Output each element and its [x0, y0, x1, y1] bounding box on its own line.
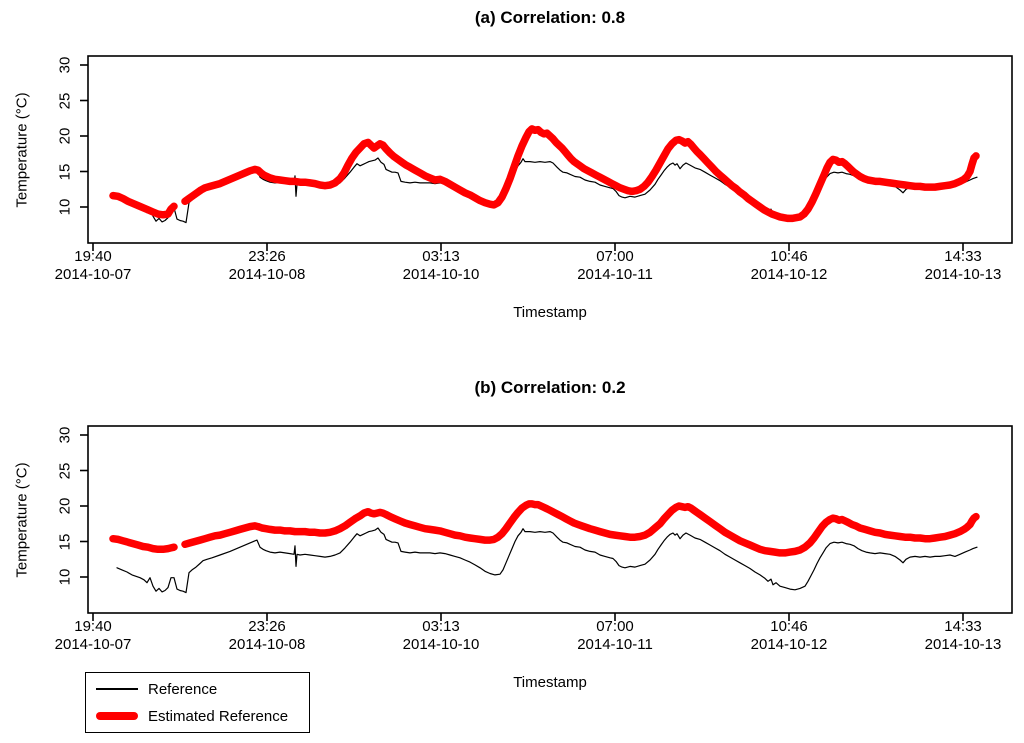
panel-a-x-tick-label-5: 14:33 2014-10-13: [925, 248, 1002, 284]
estimated-reference-line-panel-a: [109, 191, 178, 219]
panel-a-x-tick-label-2: 03:13 2014-10-10: [403, 248, 480, 284]
estimated-reference-line-panel-a: [181, 125, 980, 223]
panel-a-y-tick-label-4: 30: [56, 56, 74, 74]
estimated-reference-line-panel-b: [181, 500, 980, 557]
x-tick-time: 14:33: [944, 248, 982, 265]
reference-line-panel-b: [116, 527, 978, 594]
x-tick-date: 2014-10-11: [577, 266, 653, 283]
panel-b-y-tick-label-3: 25: [56, 462, 74, 479]
x-tick-time: 03:13: [422, 618, 460, 635]
x-tick-date: 2014-10-12: [750, 636, 828, 653]
x-tick-time: 07:00: [596, 618, 634, 635]
panel-b-x-axis-label: Timestamp: [513, 674, 587, 691]
panel-a-y-tick-label-2: 20: [56, 127, 74, 145]
x-tick-date: 2014-10-10: [402, 266, 480, 283]
x-tick-date: 2014-10-13: [924, 266, 1002, 283]
panel-a-title: (a) Correlation: 0.8: [474, 8, 626, 27]
panel-b-x-tick-label-4: 10:46 2014-10-12: [751, 618, 828, 654]
x-tick-time: 23:26: [248, 618, 286, 635]
x-tick-date: 2014-10-08: [228, 636, 306, 653]
x-tick-time: 19:40: [74, 618, 112, 635]
x-tick-date: 2014-10-10: [402, 636, 480, 653]
x-tick-time: 23:26: [248, 248, 286, 265]
panel-b-x-tick-label-1: 23:26 2014-10-08: [229, 618, 306, 654]
panel-a-x-tick-label-3: 07:00 2014-10-11: [577, 248, 653, 284]
x-tick-time: 03:13: [422, 248, 460, 265]
x-tick-time: 10:46: [770, 248, 808, 265]
panel-a-y-axis-label: Temperature (°C): [13, 92, 31, 208]
x-tick-date: 2014-10-12: [750, 266, 828, 283]
panel-b-title: (b) Correlation: 0.2: [474, 378, 626, 397]
x-tick-date: 2014-10-07: [54, 266, 132, 283]
legend-label-estimated-reference: Estimated Reference: [148, 707, 289, 725]
panel-b-y-tick-label-4: 30: [56, 426, 74, 444]
panel-a-y-tick-label-1: 15: [56, 163, 74, 180]
panel-b-y-tick-label-1: 15: [56, 533, 74, 550]
panel-b-x-tick-label-5: 14:33 2014-10-13: [925, 618, 1002, 654]
legend-item-estimated-reference: Estimated Reference: [96, 705, 309, 727]
x-tick-time: 07:00: [596, 248, 634, 265]
x-tick-time: 19:40: [74, 248, 112, 265]
panel-b-x-tick-label-2: 03:13 2014-10-10: [403, 618, 480, 654]
legend: Reference Estimated Reference: [85, 672, 310, 733]
panel-a-x-tick-label-1: 23:26 2014-10-08: [229, 248, 306, 284]
panel-b-y-tick-label-2: 20: [56, 497, 74, 515]
panel-b-plot-box: [87, 425, 1013, 614]
panel-b-y-tick-label-0: 10: [56, 568, 74, 586]
panel-a-x-axis-label: Timestamp: [513, 304, 587, 321]
panel-a-x-tick-label-0: 19:40 2014-10-07: [55, 248, 132, 284]
panel-a-plot-box: [87, 55, 1013, 244]
panel-b-x-tick-label-3: 07:00 2014-10-11: [577, 618, 653, 654]
panel-b-y-axis-label: Temperature (°C): [13, 462, 31, 578]
x-tick-time: 14:33: [944, 618, 982, 635]
x-tick-date: 2014-10-11: [577, 636, 653, 653]
x-tick-date: 2014-10-07: [54, 636, 132, 653]
legend-item-reference: Reference: [96, 678, 309, 700]
reference-line-sample: [96, 688, 138, 690]
panel-a-x-tick-label-4: 10:46 2014-10-12: [751, 248, 828, 284]
legend-label-reference: Reference: [148, 680, 218, 698]
x-tick-date: 2014-10-13: [924, 636, 1002, 653]
panel-a-y-tick-label-3: 25: [56, 92, 74, 109]
panel-a-y-tick-label-0: 10: [56, 198, 74, 216]
estimated-reference-line-sample: [96, 712, 138, 720]
x-tick-date: 2014-10-08: [228, 266, 306, 283]
x-tick-time: 10:46: [770, 618, 808, 635]
estimated-reference-line-panel-b: [109, 534, 178, 554]
panel-b-x-tick-label-0: 19:40 2014-10-07: [55, 618, 132, 654]
